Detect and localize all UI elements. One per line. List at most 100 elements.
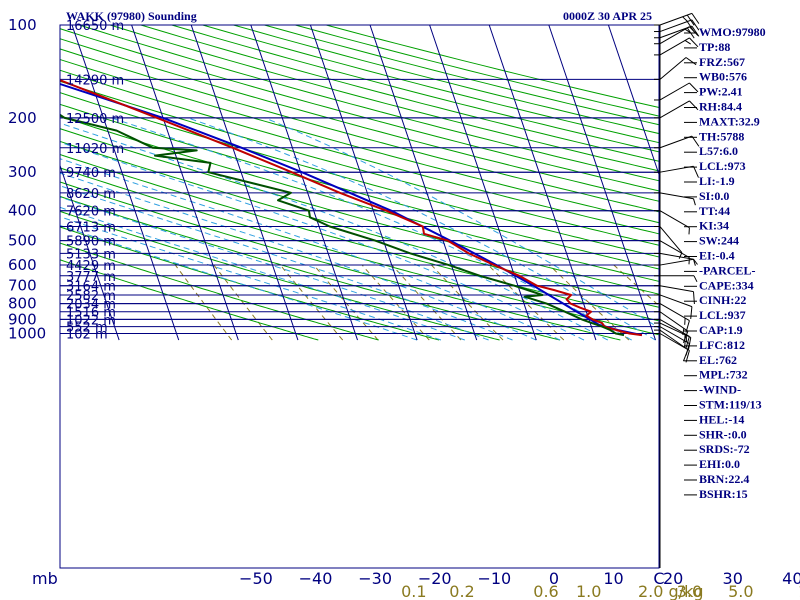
height-level-label: 4429 m xyxy=(66,259,116,274)
moist-adiabat-line xyxy=(60,196,489,341)
mixing-ratio-tick-label: 0.1 xyxy=(401,582,426,600)
wind-barb-staff xyxy=(659,19,693,33)
dry-adiabat-line xyxy=(60,140,659,308)
height-level-label: 14290 m xyxy=(66,73,124,88)
wind-barb-staff xyxy=(659,100,690,119)
wind-barb-flag xyxy=(689,100,699,111)
wind-barb-flag xyxy=(678,252,683,259)
mixing-ratio-line xyxy=(174,264,233,341)
chart-title: WAKK (97980) Sounding xyxy=(66,9,197,23)
height-level-label: 5890 m xyxy=(66,235,116,250)
dry-adiabat-line xyxy=(60,28,659,192)
wind-barb-staff xyxy=(659,226,683,253)
wind-barb xyxy=(654,226,683,259)
index-value: SI:0.0 xyxy=(699,189,729,203)
index-value: TP:88 xyxy=(699,40,730,54)
wind-barb-flag xyxy=(685,57,697,66)
chart-timestamp: 0000Z 30 APR 25 xyxy=(563,9,652,23)
wind-barb-flag xyxy=(682,331,689,343)
wind-barb xyxy=(654,294,693,319)
index-value: EI:-0.4 xyxy=(699,249,735,263)
wind-barb-staff xyxy=(659,135,693,149)
parcel-trace-line xyxy=(60,82,643,337)
index-value: SHR-:0.0 xyxy=(699,427,747,441)
wind-barb xyxy=(654,37,699,56)
height-level-label: 552 m xyxy=(66,321,108,336)
wind-barb xyxy=(654,210,690,235)
index-value: RH:84.4 xyxy=(699,100,742,114)
wind-barb xyxy=(654,240,690,265)
mixing-ratio-line xyxy=(361,264,430,341)
mixing-ratio-line xyxy=(488,264,565,341)
wind-barb-staff xyxy=(659,285,694,293)
index-value: WB0:576 xyxy=(699,70,747,84)
height-level-label: 2034 m xyxy=(66,298,116,313)
profile-lines xyxy=(60,79,643,337)
wind-barb-staff xyxy=(659,12,693,26)
height-level-label: 9740 m xyxy=(66,166,116,181)
moist-adiabat-line xyxy=(187,117,656,341)
mixing-ratio-unit-label: g/kg xyxy=(669,582,704,600)
index-value: EHI:0.0 xyxy=(699,457,740,471)
wind-barb-staff xyxy=(659,252,694,260)
dry-adiabat-line xyxy=(60,128,659,295)
height-level-label: 7620 m xyxy=(66,205,116,220)
index-value: PW:2.41 xyxy=(699,85,743,99)
wind-barb-flag xyxy=(691,135,700,147)
pressure-tick-label: 900 xyxy=(8,310,37,328)
wind-barb-flag xyxy=(684,39,691,45)
index-value: EL:762 xyxy=(699,353,737,367)
wind-barb xyxy=(654,12,700,26)
temperature-profile-line xyxy=(60,79,643,337)
wind-barb-staff xyxy=(659,57,687,80)
temperature-unit-label: C xyxy=(653,569,664,588)
temperature-tick-label: 10 xyxy=(603,569,623,588)
mixing-ratio-line xyxy=(391,264,462,341)
dewpoint-profile-line xyxy=(60,113,625,337)
wind-barb-staff xyxy=(659,26,690,45)
pressure-tick-label: 300 xyxy=(8,163,37,181)
height-level-label: 8620 m xyxy=(66,187,116,202)
temperature-tick-label: −30 xyxy=(358,569,392,588)
height-level-label: 16650 m xyxy=(66,19,124,34)
isotherm-line xyxy=(71,25,180,341)
index-value: MPL:732 xyxy=(699,368,748,382)
dry-adiabat-line xyxy=(60,259,319,341)
temperature-tick-label: 20 xyxy=(663,569,683,588)
wind-barb-staff xyxy=(659,192,694,200)
dry-adiabat-line xyxy=(60,69,659,235)
wind-barb xyxy=(654,252,696,266)
wind-barb xyxy=(654,285,695,305)
mixing-ratio-tick-label: 5.0 xyxy=(728,582,753,600)
moist-adiabat-line xyxy=(60,172,537,341)
dry-adiabat-line xyxy=(60,195,561,341)
index-value: MAXT:32.9 xyxy=(699,114,760,128)
wind-barb-flag xyxy=(693,259,696,266)
wind-barb-flag xyxy=(686,21,695,33)
mixing-ratio-tick-label: 0.6 xyxy=(533,582,558,600)
wind-barb-flag xyxy=(690,306,693,319)
isotherm-line xyxy=(309,25,418,341)
wind-barb-flag xyxy=(688,337,692,350)
moist-adiabat-line xyxy=(60,141,585,341)
mixing-ratio-line xyxy=(213,264,273,341)
wind-barb xyxy=(654,82,699,101)
wind-barb-staff xyxy=(659,318,690,337)
wind-barb xyxy=(654,135,700,149)
temperature-tick-label: −50 xyxy=(239,569,273,588)
pressure-tick-label: 600 xyxy=(8,256,37,274)
dry-adiabat-line xyxy=(60,103,659,270)
wind-barb xyxy=(654,311,689,343)
pressure-tick-label: 800 xyxy=(8,295,37,313)
pressure-tick-label: 200 xyxy=(8,109,37,127)
wind-barb-column xyxy=(654,12,700,568)
mixing-ratio-line xyxy=(280,264,344,341)
height-level-label: 2582 m xyxy=(66,289,116,304)
wind-barb xyxy=(654,25,700,39)
isotherm-line xyxy=(131,25,239,341)
height-level-label: 12500 m xyxy=(66,112,124,127)
pressure-tick-label: 100 xyxy=(8,16,37,34)
height-level-label: 3777 m xyxy=(66,270,116,285)
